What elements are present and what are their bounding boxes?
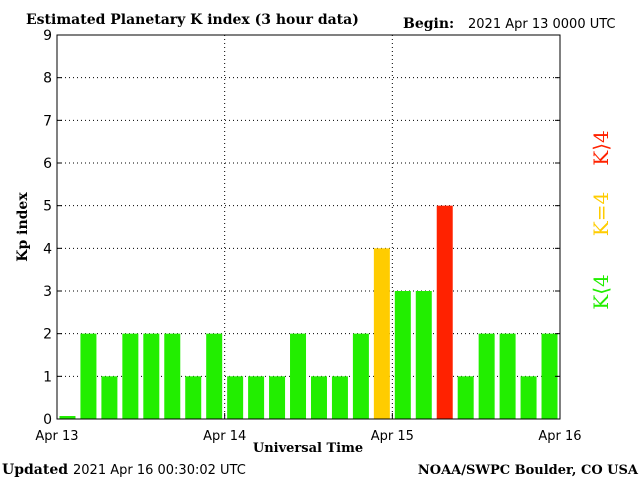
y-tick-label: 2	[43, 327, 52, 343]
kp-bar	[352, 333, 369, 419]
kp-bar	[520, 376, 537, 419]
kp-bar	[394, 291, 411, 419]
kp-bar	[143, 333, 160, 419]
x-tick-label: Apr 16	[538, 429, 581, 444]
y-tick-label: 8	[43, 71, 52, 87]
y-tick-label: 0	[43, 412, 52, 428]
kp-bar	[436, 205, 453, 419]
kp-bar	[269, 376, 286, 419]
y-tick-label: 1	[43, 369, 52, 385]
bar-series	[59, 205, 558, 419]
grid-lines	[57, 35, 560, 419]
kp-bar	[331, 376, 348, 419]
y-tick-label: 9	[43, 28, 52, 44]
x-axis-label: Universal Time	[253, 441, 363, 456]
begin-value: 2021 Apr 13 0000 UTC	[468, 17, 616, 32]
kp-bar	[310, 376, 327, 419]
credit-text: NOAA/SWPC Boulder, CO USA	[418, 463, 639, 478]
kp-bar	[227, 376, 244, 419]
updated-label: Updated	[2, 462, 68, 478]
y-tick-label: 3	[43, 284, 52, 300]
plot-frame	[56, 34, 561, 420]
kp-bar	[248, 376, 265, 419]
legend-k-below-4: K⟨4	[589, 274, 613, 309]
kp-bar	[457, 376, 474, 419]
kp-bar	[415, 291, 432, 419]
x-tick-label: Apr 15	[371, 429, 414, 444]
updated-value: 2021 Apr 16 00:30:02 UTC	[73, 463, 246, 478]
kp-bar	[499, 333, 516, 419]
legend-k-above-4: K⟩4	[589, 130, 613, 165]
begin-label: Begin:	[403, 16, 454, 32]
kp-bar	[541, 333, 558, 419]
kp-bar	[164, 333, 181, 419]
kp-bar	[185, 376, 202, 419]
kp-bar	[290, 333, 307, 419]
chart-title: Estimated Planetary K index (3 hour data…	[26, 12, 359, 28]
y-tick-label: 7	[43, 113, 52, 129]
kp-bar	[122, 333, 139, 419]
x-tick-label: Apr 13	[35, 429, 78, 444]
kp-bar	[80, 333, 97, 419]
y-tick-label: 6	[43, 156, 52, 172]
x-axis-ticks: Apr 13 Apr 14 Apr 15 Apr 16	[35, 413, 582, 444]
x-tick-label: Apr 14	[203, 429, 246, 444]
y-tick-label: 4	[43, 241, 52, 257]
y-axis-ticks: 0 1 2 3 4 5 6 7 8 9	[43, 28, 560, 428]
kp-bar	[59, 416, 76, 419]
kp-bar	[373, 248, 390, 419]
legend-k-equal-4: K=4	[589, 192, 613, 236]
kp-bar	[478, 333, 495, 419]
kp-bar	[206, 333, 223, 419]
y-axis-label: Kp index	[15, 192, 31, 262]
y-tick-label: 5	[43, 199, 52, 215]
kp-bar	[101, 376, 118, 419]
